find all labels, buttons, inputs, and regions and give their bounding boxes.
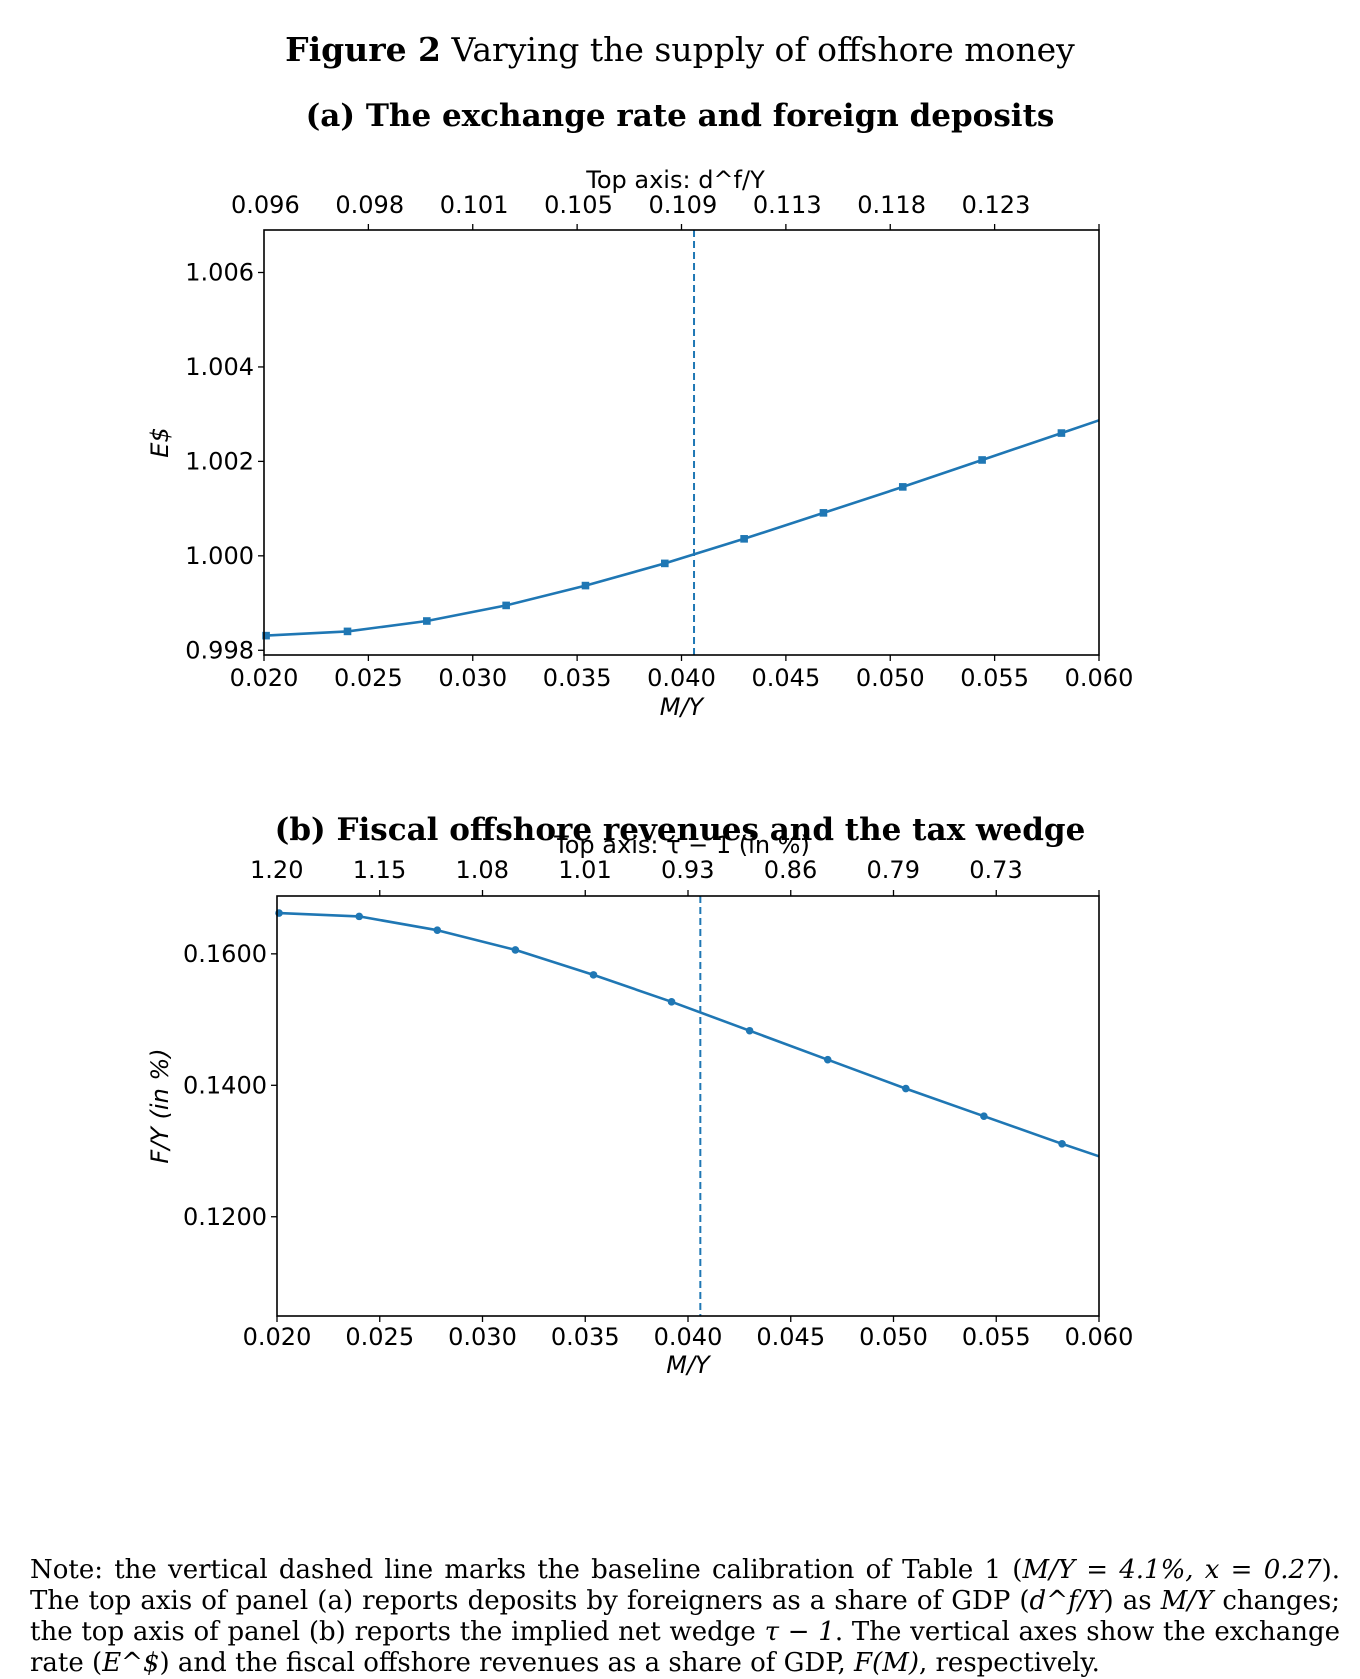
x-tick-label: 0.045 — [756, 1323, 825, 1351]
data-point-marker — [589, 971, 598, 979]
top-tick-label: 0.118 — [857, 191, 926, 219]
note-math-1: M/Y = 4.1%, x = 0.27 — [1022, 1555, 1322, 1585]
note-math-3: M/Y — [1160, 1586, 1214, 1616]
figure-note: Note: the vertical dashed line marks the… — [30, 1555, 1340, 1679]
y-tick-label: 0.998 — [185, 636, 254, 664]
data-point-marker — [902, 1084, 910, 1093]
top-tick-label: 0.123 — [962, 191, 1031, 219]
series-line — [279, 911, 1100, 1158]
top-tick-label: 0.109 — [649, 191, 718, 219]
top-axis-label: Top axis: d^f/Y — [585, 166, 765, 194]
figure-title-text: Varying the supply of offshore money — [451, 30, 1075, 69]
data-point-marker — [1058, 1139, 1066, 1148]
x-tick-label: 0.020 — [243, 1323, 312, 1351]
note-math-5: E^$ — [102, 1648, 160, 1678]
note-text-6: ) and the fiscal offshore revenues as a … — [159, 1648, 855, 1678]
data-point-marker — [262, 631, 270, 640]
y-tick-label: 0.1400 — [183, 1071, 267, 1099]
y-tick-label: 1.006 — [185, 259, 254, 287]
panel-b-plot: 0.020 0.025 0.030 0.035 0.040 0.045 0.050 0.055… — [146, 831, 1133, 1379]
data-point-marker — [740, 535, 748, 543]
note-text-1: Note: the vertical dashed line marks the… — [30, 1555, 1023, 1585]
x-tick-label: 0.025 — [345, 1323, 414, 1351]
data-point-marker — [581, 581, 590, 590]
top-axis-label: Top axis: τ − 1 (in %) — [553, 831, 810, 859]
x-tick-label: 0.040 — [647, 664, 716, 692]
panel-a-title: (a) The exchange rate and foreign deposi… — [305, 98, 1055, 134]
top-tick-label: 0.93 — [661, 856, 714, 884]
data-point-marker — [819, 509, 828, 517]
x-tick-label: 0.035 — [551, 1323, 620, 1351]
x-tick-label: 0.060 — [1065, 664, 1134, 692]
y-axis-label: E$ — [146, 427, 174, 457]
data-point-marker — [898, 483, 907, 491]
data-point-marker — [423, 617, 431, 625]
top-tick-label: 1.15 — [353, 856, 406, 884]
note-math-2: d^f/Y — [1029, 1586, 1104, 1616]
data-point-marker — [511, 946, 520, 954]
note-math-6: F(M) — [854, 1648, 919, 1678]
plot-frame — [263, 229, 1100, 656]
note-math-4: τ − 1 — [764, 1617, 835, 1647]
x-tick-label: 0.060 — [1065, 1323, 1134, 1351]
data-point-marker — [343, 627, 352, 636]
data-point-marker — [823, 1055, 832, 1064]
top-tick-label: 0.096 — [231, 191, 300, 219]
x-tick-label: 0.055 — [960, 664, 1029, 692]
y-tick-label: 0.1600 — [183, 940, 267, 968]
panel-a-plot: 0.020 0.025 0.030 0.035 0.040 0.045 0.050 0.055… — [146, 166, 1133, 721]
note-text-7: , respectively. — [918, 1648, 1100, 1678]
y-tick-label: 1.002 — [185, 447, 254, 475]
data-point-marker — [433, 926, 442, 934]
panel-a-chart: 0.020 0.025 0.030 0.035 0.040 0.045 0.050 0.055… — [146, 166, 1133, 721]
plot-frame — [276, 895, 1100, 1317]
top-tick-label: 1.01 — [558, 856, 611, 884]
x-axis-label: M/Y — [666, 1351, 712, 1379]
data-point-marker — [661, 559, 669, 568]
data-point-marker — [667, 998, 676, 1006]
top-tick-label: 0.79 — [867, 856, 920, 884]
data-point-marker — [502, 601, 510, 610]
figure-label: Figure 2 — [285, 30, 442, 69]
top-tick-label: 1.20 — [250, 856, 303, 884]
x-tick-label: 0.020 — [230, 664, 299, 692]
data-point-marker — [355, 912, 364, 921]
panel-b-chart: 0.020 0.025 0.030 0.035 0.040 0.045 0.050 0.055… — [146, 831, 1133, 1379]
y-tick-label: 1.004 — [185, 353, 254, 381]
x-tick-label: 0.030 — [438, 664, 507, 692]
top-tick-label: 0.105 — [544, 191, 613, 219]
y-axis-label: F/Y (in %) — [146, 1048, 174, 1163]
data-point-marker — [1057, 429, 1066, 437]
panel-b-title: (b) Fiscal offshore revenues and the tax… — [274, 812, 1086, 848]
top-tick-label: 0.098 — [335, 191, 404, 219]
data-point-marker — [980, 1112, 988, 1120]
x-tick-label: 0.025 — [334, 664, 403, 692]
figure-title: Figure 2 Varying the supply of offshore … — [0, 30, 1360, 69]
x-tick-label: 0.055 — [962, 1323, 1031, 1351]
note-text-3: ) as — [1103, 1586, 1161, 1616]
x-tick-label: 0.040 — [654, 1323, 723, 1351]
x-tick-label: 0.035 — [543, 664, 612, 692]
top-tick-label: 0.86 — [764, 856, 817, 884]
y-tick-label: 0.1200 — [183, 1203, 267, 1231]
x-axis-label: M/Y — [660, 693, 706, 721]
data-point-marker — [978, 456, 986, 464]
x-tick-label: 0.030 — [448, 1323, 517, 1351]
top-tick-label: 1.08 — [456, 856, 509, 884]
series-line — [266, 419, 1100, 637]
x-tick-label: 0.050 — [859, 1323, 928, 1351]
top-tick-label: 0.73 — [969, 856, 1022, 884]
data-point-marker — [745, 1026, 754, 1035]
note-text-2: ). The top axis of panel (a) reports dep… — [30, 1555, 1341, 1616]
x-tick-label: 0.045 — [752, 664, 821, 692]
top-tick-label: 0.101 — [440, 191, 509, 219]
top-tick-label: 0.113 — [753, 191, 822, 219]
note-text-4: changes; the top axis of panel (b) repor… — [30, 1586, 1340, 1647]
x-tick-label: 0.050 — [856, 664, 925, 692]
y-tick-label: 1.000 — [185, 542, 254, 570]
